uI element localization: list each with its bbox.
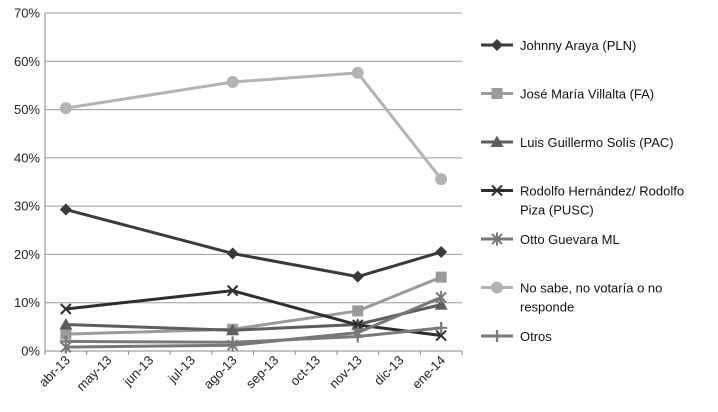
axes xyxy=(44,13,463,355)
series-line xyxy=(65,71,443,181)
x-tick-label: abr-13 xyxy=(36,353,73,390)
series-line xyxy=(65,326,442,344)
legend-label: Luis Guillermo Solís (PAC) xyxy=(520,135,674,150)
series-6 xyxy=(59,66,448,186)
data-point xyxy=(352,305,364,317)
y-tick-label: 70% xyxy=(14,6,40,21)
legend-marker xyxy=(491,88,503,99)
data-point xyxy=(226,284,239,297)
data-point xyxy=(59,335,72,348)
legend-item: José María Villalta (FA) xyxy=(481,87,654,102)
data-point xyxy=(435,271,447,283)
data-point xyxy=(435,290,447,304)
legend-item: Luis Guillermo Solís (PAC) xyxy=(481,135,674,150)
legend-label: Otto Guevara ML xyxy=(520,232,620,247)
legend-marker xyxy=(491,232,503,246)
data-point xyxy=(226,247,239,260)
legend: Johnny Araya (PLN) José María Villalta (F… xyxy=(481,38,684,344)
legend-label: José María Villalta (FA) xyxy=(520,87,654,102)
series-line xyxy=(65,208,442,279)
x-tick-label: nov-13 xyxy=(326,353,365,392)
y-tick-label: 10% xyxy=(14,295,40,310)
x-tick-label: dic-13 xyxy=(371,353,407,389)
legend-label: Johnny Araya (PLN) xyxy=(520,38,636,53)
gridlines xyxy=(45,12,462,304)
y-tick-label: 40% xyxy=(14,150,40,165)
legend-item: Johnny Araya (PLN) xyxy=(481,38,636,53)
data-point xyxy=(60,303,72,315)
legend-label: Rodolfo Hernández/ Rodolfo xyxy=(520,184,684,199)
legend-marker xyxy=(490,135,504,147)
y-tick-label: 60% xyxy=(14,54,40,69)
data-point xyxy=(226,323,240,336)
data-point xyxy=(60,328,72,340)
series-line xyxy=(65,296,442,349)
legend-item: No sabe, no votaría o no responde xyxy=(481,281,662,315)
data-point xyxy=(351,66,364,79)
legend-marker xyxy=(491,330,503,342)
y-tick-label: 20% xyxy=(14,247,40,262)
data-point xyxy=(59,203,72,216)
x-axis-tick-labels: abr-13 may-13 jun-13 jul-13 ago-13 sep-13 oct-… xyxy=(36,353,448,394)
series-7 xyxy=(59,321,448,349)
data-point xyxy=(435,246,448,259)
legend-label: Otros xyxy=(520,329,552,344)
series-lines xyxy=(59,66,448,354)
legend-marker xyxy=(491,39,503,51)
data-point xyxy=(226,336,239,349)
legend-label: No sabe, no votaría o no xyxy=(520,281,662,296)
legend-label: responde xyxy=(520,300,574,315)
x-tick-label: ene-14 xyxy=(409,353,448,392)
x-tick-label: ago-13 xyxy=(201,353,240,392)
y-tick-label: 50% xyxy=(14,102,40,117)
x-tick-label: jul-13 xyxy=(164,353,198,387)
legend-item: Otto Guevara ML xyxy=(481,232,620,247)
legend-item: Rodolfo Hernández/ Rodolfo Piza (PUSC) xyxy=(481,184,684,218)
data-point xyxy=(435,329,447,342)
legend-marker xyxy=(491,184,503,197)
series-line xyxy=(65,275,442,336)
y-axis-tick-labels: 0% 10% 20% 30% 40% 50% 60% 70% xyxy=(14,6,40,359)
legend-marker xyxy=(491,281,503,294)
x-tick-label: jun-13 xyxy=(120,353,157,390)
data-point xyxy=(435,173,448,186)
y-tick-label: 30% xyxy=(14,199,40,214)
data-point xyxy=(59,102,72,115)
legend-item: Otros xyxy=(481,329,552,344)
series-line xyxy=(65,289,442,338)
data-point xyxy=(226,76,239,89)
legend-label: Piza (PUSC) xyxy=(520,203,594,218)
x-tick-label: oct-13 xyxy=(287,353,323,389)
data-point xyxy=(59,317,73,330)
series-5 xyxy=(60,290,447,354)
x-tick-label: sep-13 xyxy=(243,353,282,392)
data-point xyxy=(351,330,364,343)
x-tick-label: may-13 xyxy=(73,353,114,394)
data-point xyxy=(351,270,364,283)
series-1 xyxy=(59,203,448,283)
y-tick-label: 0% xyxy=(21,344,40,359)
data-point xyxy=(435,321,448,334)
